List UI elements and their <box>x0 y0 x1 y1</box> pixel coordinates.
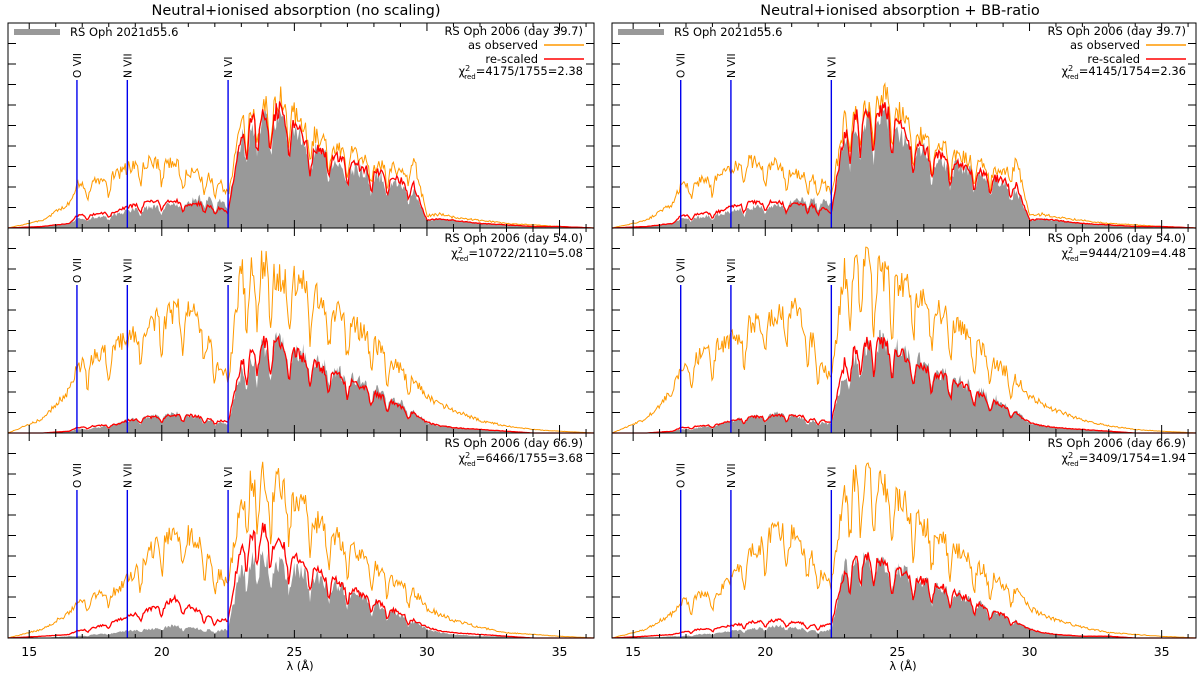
epoch-label: RS Oph 2006 (day 39.7) <box>444 24 583 38</box>
ion-marker-o-vii-label: O VII <box>676 258 688 283</box>
re-scaled-spectrum-line <box>8 335 594 434</box>
axis-ticks <box>8 433 594 638</box>
plot-layer: O VII N VII N VI <box>611 462 1197 639</box>
column-left-title: Neutral+ionised absorption (no scaling) <box>152 3 441 19</box>
ion-marker-n-vii-label: N VII <box>726 258 738 283</box>
ion-marker-n-vii-label: N VII <box>726 463 738 488</box>
re-scaled-spectrum-line <box>612 336 1196 434</box>
x-tick-label: 20 <box>154 644 170 659</box>
epoch-label: RS Oph 2006 (day 39.7) <box>1047 24 1186 38</box>
x-axis-label-left: λ (Å) <box>286 658 313 673</box>
legend-reference-label: RS Oph 2021d55.6 <box>70 25 178 39</box>
x-tick-label: 15 <box>21 644 37 659</box>
reference-spectrum-area <box>8 103 594 228</box>
observed-spectrum-line <box>611 462 1197 639</box>
x-tick-label: 25 <box>889 644 905 659</box>
x-tick-label: 35 <box>552 644 568 659</box>
legend-reference-label: RS Oph 2021d55.6 <box>674 25 782 39</box>
plot-layer: O VII N VII N VI <box>7 53 595 229</box>
observed-spectrum-line <box>7 250 595 434</box>
x-axis-label-right: λ (Å) <box>889 658 916 673</box>
x-tick-label: 25 <box>286 644 302 659</box>
observed-spectrum-line <box>7 86 595 229</box>
panel-right-1: O VII N VII N VI RS Oph 2006 (day 39.7) χ2… <box>611 22 1197 229</box>
axis-ticks <box>612 228 1196 433</box>
epoch-label: RS Oph 2006 (day 54.0) <box>444 231 583 245</box>
reference-spectrum-area <box>8 332 594 433</box>
legend-observed-label: as observed <box>1070 38 1140 52</box>
plot-layer: O VII N VII N VI <box>7 461 595 639</box>
x-tick-label: 30 <box>1022 644 1038 659</box>
plot-layer: O VII N VII N VI <box>7 250 595 434</box>
ion-marker-o-vii-label: O VII <box>676 463 688 488</box>
ion-marker-o-vii-label: O VII <box>72 463 84 488</box>
chi2-label: χ2 red=10722/2110=5.08 <box>451 246 583 264</box>
panel-right-3: O VII N VII N VI RS Oph 2006 (day 66.9) χ2… <box>611 432 1197 659</box>
panel-right-2: O VII N VII N VI RS Oph 2006 (day 54.0) χ2… <box>611 227 1197 434</box>
observed-spectrum-line <box>611 81 1197 229</box>
ion-marker-n-vi-label: N VI <box>223 57 235 78</box>
column-right: Neutral+ionised absorption + BB-ratio O … <box>611 3 1197 673</box>
legend-rescaled-label: re-scaled <box>485 52 538 66</box>
column-right-title: Neutral+ionised absorption + BB-ratio <box>760 3 1040 19</box>
chi2-label: χ2 red=4145/1754=2.36 <box>1061 64 1186 82</box>
panel-left-3: O VII N VII N VI RS Oph 2006 (day 66.9) χ2… <box>7 432 595 659</box>
epoch-label: RS Oph 2006 (day 66.9) <box>1047 436 1186 450</box>
plot-layer: O VII N VII N VI <box>611 53 1197 229</box>
ion-marker-n-vi-label: N VI <box>826 57 838 78</box>
ion-marker-o-vii-label: O VII <box>72 258 84 283</box>
x-tick-label: 30 <box>419 644 435 659</box>
plot-layer: O VII N VII N VI <box>611 246 1197 434</box>
observed-spectrum-line <box>611 246 1197 434</box>
ion-marker-n-vi-label: N VI <box>826 262 838 283</box>
reference-spectrum-area <box>8 550 594 638</box>
re-scaled-spectrum-line <box>611 552 1196 639</box>
axis-ticks <box>612 23 1196 228</box>
re-scaled-spectrum-line <box>612 102 1196 229</box>
axis-ticks <box>8 228 594 433</box>
axis-ticks <box>8 23 594 228</box>
legend-observed-label: as observed <box>468 38 538 52</box>
observed-spectrum-line <box>7 461 595 639</box>
ion-marker-n-vii-label: N VII <box>122 463 134 488</box>
ion-marker-n-vi-label: N VI <box>826 467 838 488</box>
column-left: Neutral+ionised absorption (no scaling) … <box>7 3 595 673</box>
x-tick-label: 15 <box>625 644 641 659</box>
ion-marker-o-vii-label: O VII <box>72 53 84 78</box>
chi2-label: χ2 red=6466/1755=3.68 <box>458 451 583 469</box>
epoch-label: RS Oph 2006 (day 66.9) <box>444 436 583 450</box>
panel-left-1: O VII N VII N VI RS Oph 2006 (day 39.7) χ2… <box>7 22 595 229</box>
legend-rescaled-label: re-scaled <box>1087 52 1140 66</box>
ion-marker-n-vii-label: N VII <box>122 258 134 283</box>
re-scaled-spectrum-line <box>7 522 594 639</box>
re-scaled-spectrum-line <box>7 101 594 229</box>
ion-marker-n-vi-label: N VI <box>223 467 235 488</box>
epoch-label: RS Oph 2006 (day 54.0) <box>1047 231 1186 245</box>
panel-left-2: O VII N VII N VI RS Oph 2006 (day 54.0) χ2… <box>7 227 595 434</box>
ion-marker-n-vii-label: N VII <box>726 53 738 78</box>
chi2-label: χ2 red=4175/1755=2.38 <box>458 64 583 82</box>
x-tick-label: 35 <box>1154 644 1170 659</box>
reference-spectrum-area <box>612 550 1196 638</box>
chi2-label: χ2 red=3409/1754=1.94 <box>1061 451 1186 469</box>
axis-ticks <box>612 433 1196 638</box>
reference-spectrum-area <box>612 329 1196 433</box>
ion-marker-n-vi-label: N VI <box>223 262 235 283</box>
x-tick-label: 20 <box>757 644 773 659</box>
reference-spectrum-area <box>612 102 1196 228</box>
chi2-label: χ2 red=9444/2109=4.48 <box>1061 246 1186 264</box>
ion-marker-n-vii-label: N VII <box>122 53 134 78</box>
ion-marker-o-vii-label: O VII <box>676 53 688 78</box>
